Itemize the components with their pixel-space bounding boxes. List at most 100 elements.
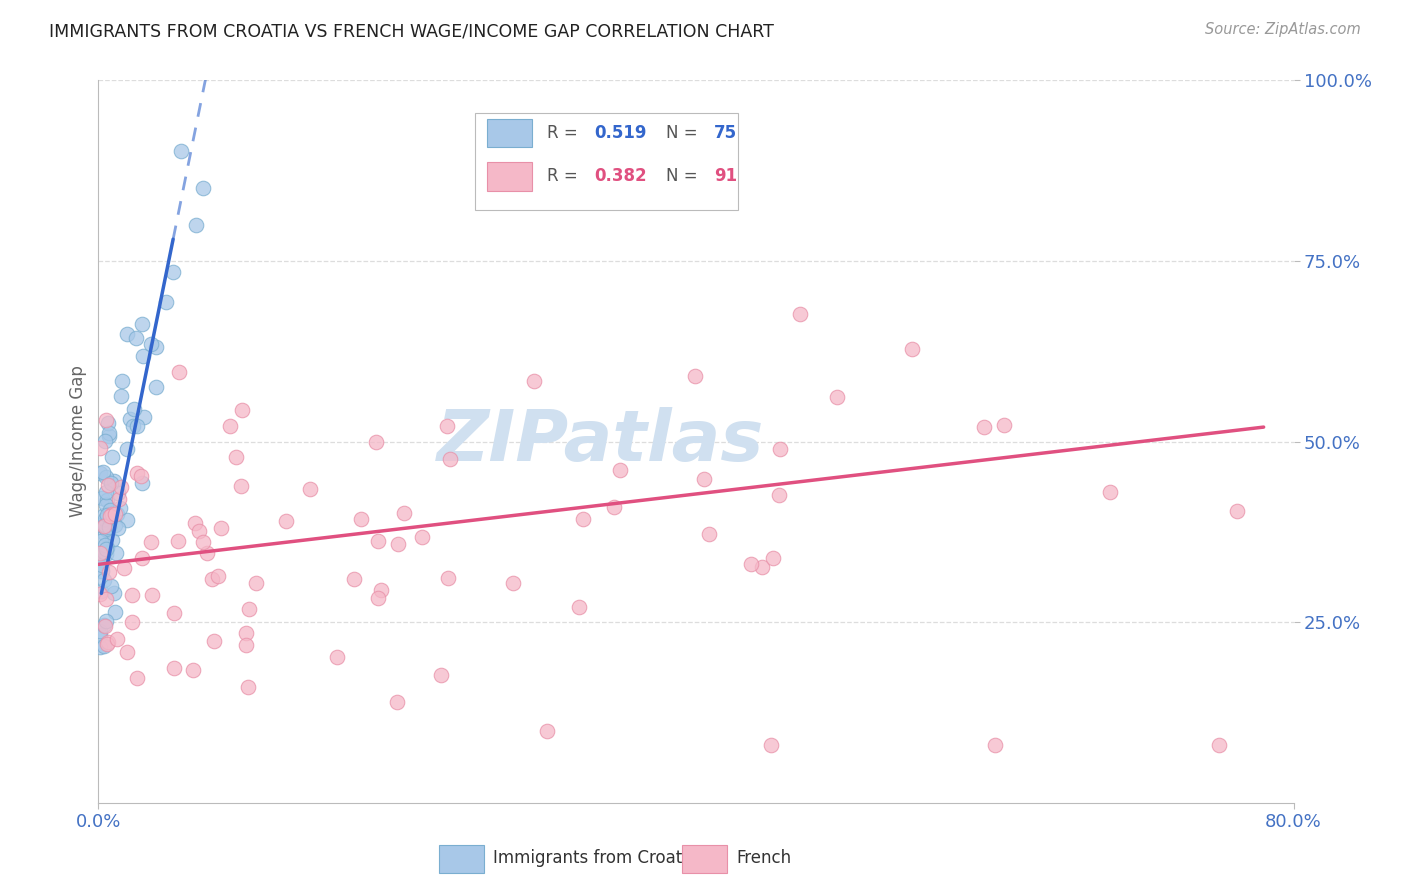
Point [167, 533, 190, 548]
Point [93, 573, 115, 587]
Point [349, 512, 371, 526]
Point [101, 507, 124, 521]
Text: 91: 91 [714, 168, 737, 186]
Point [184, 516, 207, 530]
Point [97, 478, 120, 492]
Point [572, 512, 595, 526]
Point [155, 295, 177, 310]
Point [502, 575, 524, 590]
Text: ZIPatlas: ZIPatlas [437, 407, 763, 476]
Point [759, 738, 782, 752]
Point [93, 519, 115, 533]
Point [245, 576, 267, 591]
Point [104, 605, 127, 619]
Point [115, 644, 138, 658]
Point [89, 441, 111, 455]
Point [768, 488, 790, 502]
Point [94, 518, 117, 533]
Point [89, 546, 111, 560]
Point [139, 337, 162, 351]
Point [103, 586, 125, 600]
Point [96, 470, 118, 484]
Point [96, 592, 118, 607]
Point [901, 342, 924, 356]
Y-axis label: Wage/Income Gap: Wage/Income Gap [69, 366, 87, 517]
Point [125, 671, 148, 685]
Point [276, 514, 298, 528]
Point [993, 417, 1015, 432]
Point [195, 546, 218, 560]
Point [762, 551, 785, 566]
Point [115, 327, 138, 342]
Text: Source: ZipAtlas.com: Source: ZipAtlas.com [1205, 22, 1361, 37]
Point [97, 635, 120, 649]
Point [96, 492, 118, 507]
FancyBboxPatch shape [486, 162, 533, 191]
Point [602, 500, 624, 514]
Point [131, 476, 153, 491]
Point [120, 412, 142, 426]
Point [100, 579, 122, 593]
Point [385, 695, 409, 709]
Point [326, 650, 349, 665]
Point [94, 538, 117, 552]
Point [90, 517, 112, 532]
FancyBboxPatch shape [682, 846, 727, 873]
Point [568, 599, 591, 614]
Point [740, 558, 762, 572]
Point [103, 474, 125, 488]
Point [89, 624, 111, 638]
Point [984, 738, 1007, 752]
Point [93, 640, 115, 654]
Point [693, 472, 716, 486]
Point [94, 434, 117, 448]
Point [367, 533, 389, 548]
Text: 0.382: 0.382 [595, 168, 647, 186]
Point [94, 527, 117, 541]
Point [94, 485, 117, 500]
Point [110, 389, 132, 403]
Point [89, 628, 111, 642]
FancyBboxPatch shape [486, 119, 533, 147]
FancyBboxPatch shape [439, 846, 485, 873]
Point [97, 416, 120, 430]
Point [145, 340, 167, 354]
Point [94, 548, 117, 562]
Text: R =: R = [547, 168, 582, 186]
Point [697, 527, 720, 541]
Point [225, 450, 247, 465]
Point [392, 506, 415, 520]
Point [104, 507, 127, 521]
Point [108, 501, 131, 516]
Point [536, 723, 558, 738]
Point [131, 317, 153, 331]
Point [125, 418, 148, 433]
Point [93, 508, 115, 523]
Point [162, 265, 184, 279]
Point [122, 418, 145, 433]
Point [238, 602, 260, 616]
FancyBboxPatch shape [475, 112, 738, 211]
Point [191, 180, 214, 194]
Point [298, 483, 321, 497]
Point [167, 365, 190, 379]
Point [827, 391, 849, 405]
Point [141, 534, 163, 549]
Point [132, 409, 155, 424]
Point [1226, 504, 1249, 518]
Point [91, 491, 114, 505]
Point [105, 507, 128, 521]
Text: 75: 75 [714, 124, 737, 142]
Point [1098, 485, 1121, 500]
Point [93, 545, 115, 559]
Text: N =: N = [666, 168, 703, 186]
Point [100, 503, 122, 517]
Point [90, 564, 112, 578]
Point [107, 486, 129, 500]
Point [115, 442, 138, 456]
Point [209, 521, 232, 535]
Point [104, 546, 127, 560]
Point [101, 533, 124, 548]
Point [121, 588, 143, 602]
Point [107, 521, 129, 535]
